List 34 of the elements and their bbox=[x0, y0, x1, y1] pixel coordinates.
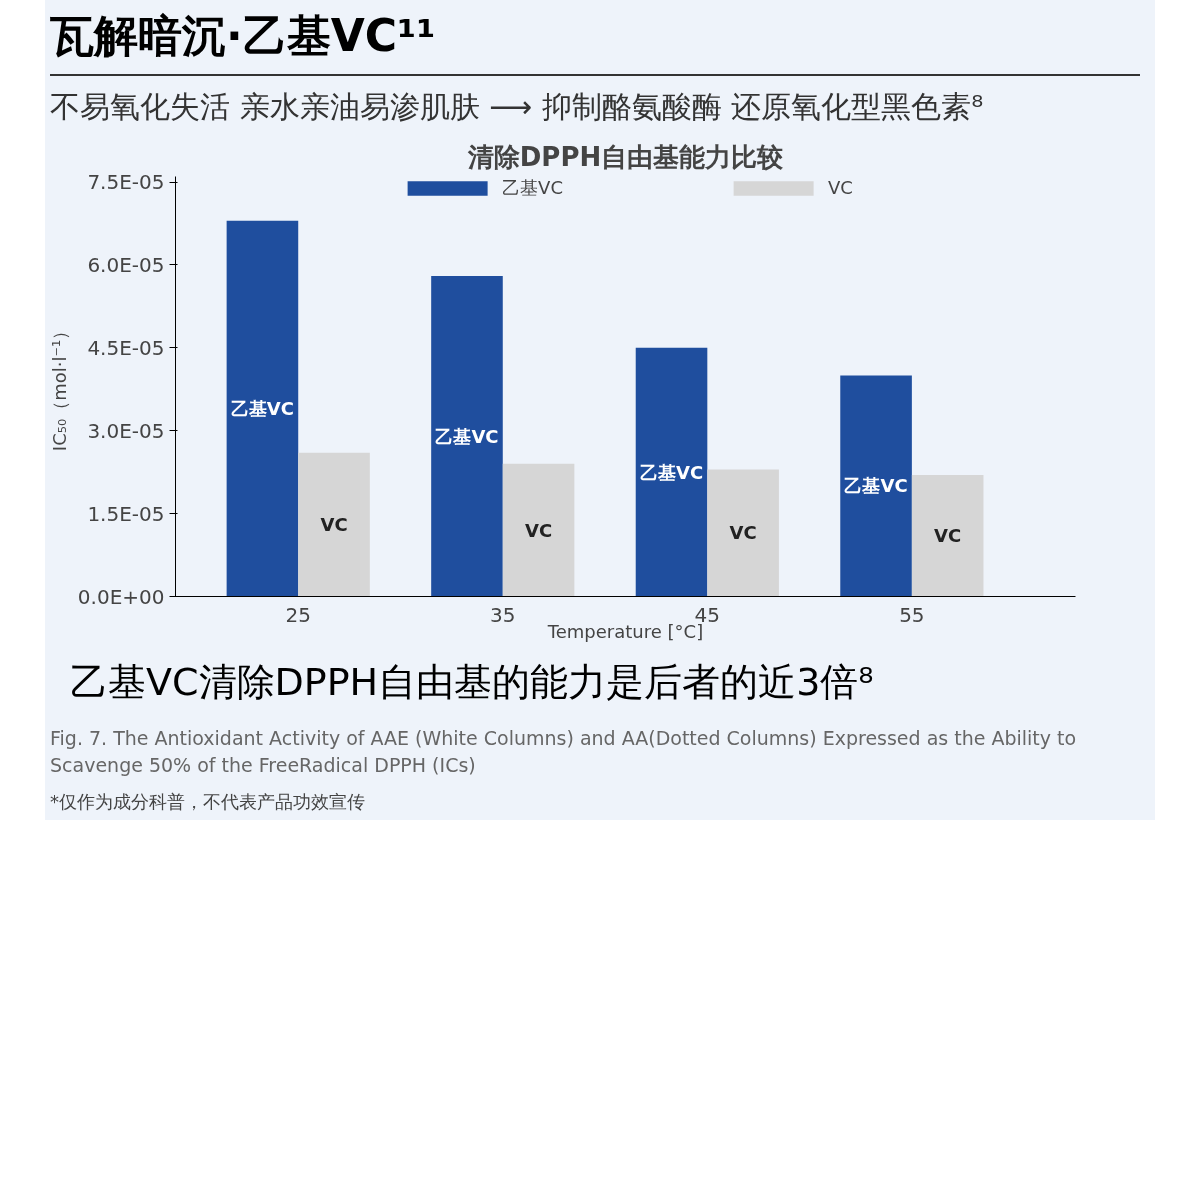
text: 瓦解暗沉·乙基VC¹¹ bbox=[50, 9, 436, 63]
y-tick-label: 6.0E-05 bbox=[87, 252, 165, 277]
y-tick-label: 4.5E-05 bbox=[87, 335, 165, 360]
chart-title: 清除DPPH自由基能力比较 bbox=[466, 141, 785, 172]
y-tick-label: 3.0E-05 bbox=[87, 418, 165, 443]
legend-label: 乙基VC bbox=[502, 175, 563, 200]
x-tick-label: 55 bbox=[899, 602, 925, 627]
text: VC bbox=[729, 522, 757, 544]
y-tick-label: 7.5E-05 bbox=[87, 169, 165, 194]
text: *仅作为成分科普，不代表产品功效宣传 bbox=[50, 790, 365, 815]
text: 不易氧化失活 亲水亲油易渗肌肤 ⟶ 抑制酪氨酸酶 还原氧化型黑色素⁸ bbox=[50, 87, 984, 126]
bar bbox=[635, 347, 708, 597]
bar bbox=[226, 220, 299, 597]
text: 乙基VC bbox=[639, 461, 704, 483]
x-tick-label: 35 bbox=[490, 602, 516, 627]
text: VC bbox=[525, 519, 553, 541]
y-tick-label: 1.5E-05 bbox=[87, 501, 165, 526]
bar bbox=[502, 463, 575, 597]
y-axis-title: IC₅₀（mol·l⁻¹） bbox=[48, 321, 70, 451]
bar bbox=[707, 469, 779, 597]
text: VC bbox=[934, 524, 962, 546]
caption: Fig. 7. The Antioxidant Activity of AAE (White Columns) and AA(Dotted Columns) Expressed as the Ability to Scavenge 50% of the FreeRadical DPPH (ICs) bbox=[50, 725, 1078, 779]
bar bbox=[298, 452, 370, 597]
text: 乙基VC bbox=[435, 425, 499, 447]
bar bbox=[911, 474, 984, 597]
bar bbox=[431, 275, 503, 597]
text: 乙基VC bbox=[230, 397, 294, 419]
text: VC bbox=[320, 513, 348, 535]
text: 乙基VC清除DPPH自由基的能力是后者的近3倍⁸ bbox=[70, 658, 874, 706]
x-tick-label: 25 bbox=[285, 602, 311, 627]
bar bbox=[840, 375, 912, 597]
legend-label: VC bbox=[828, 177, 853, 199]
text: 乙基VC bbox=[844, 475, 908, 497]
y-tick-label: 0.0E+00 bbox=[77, 584, 165, 609]
